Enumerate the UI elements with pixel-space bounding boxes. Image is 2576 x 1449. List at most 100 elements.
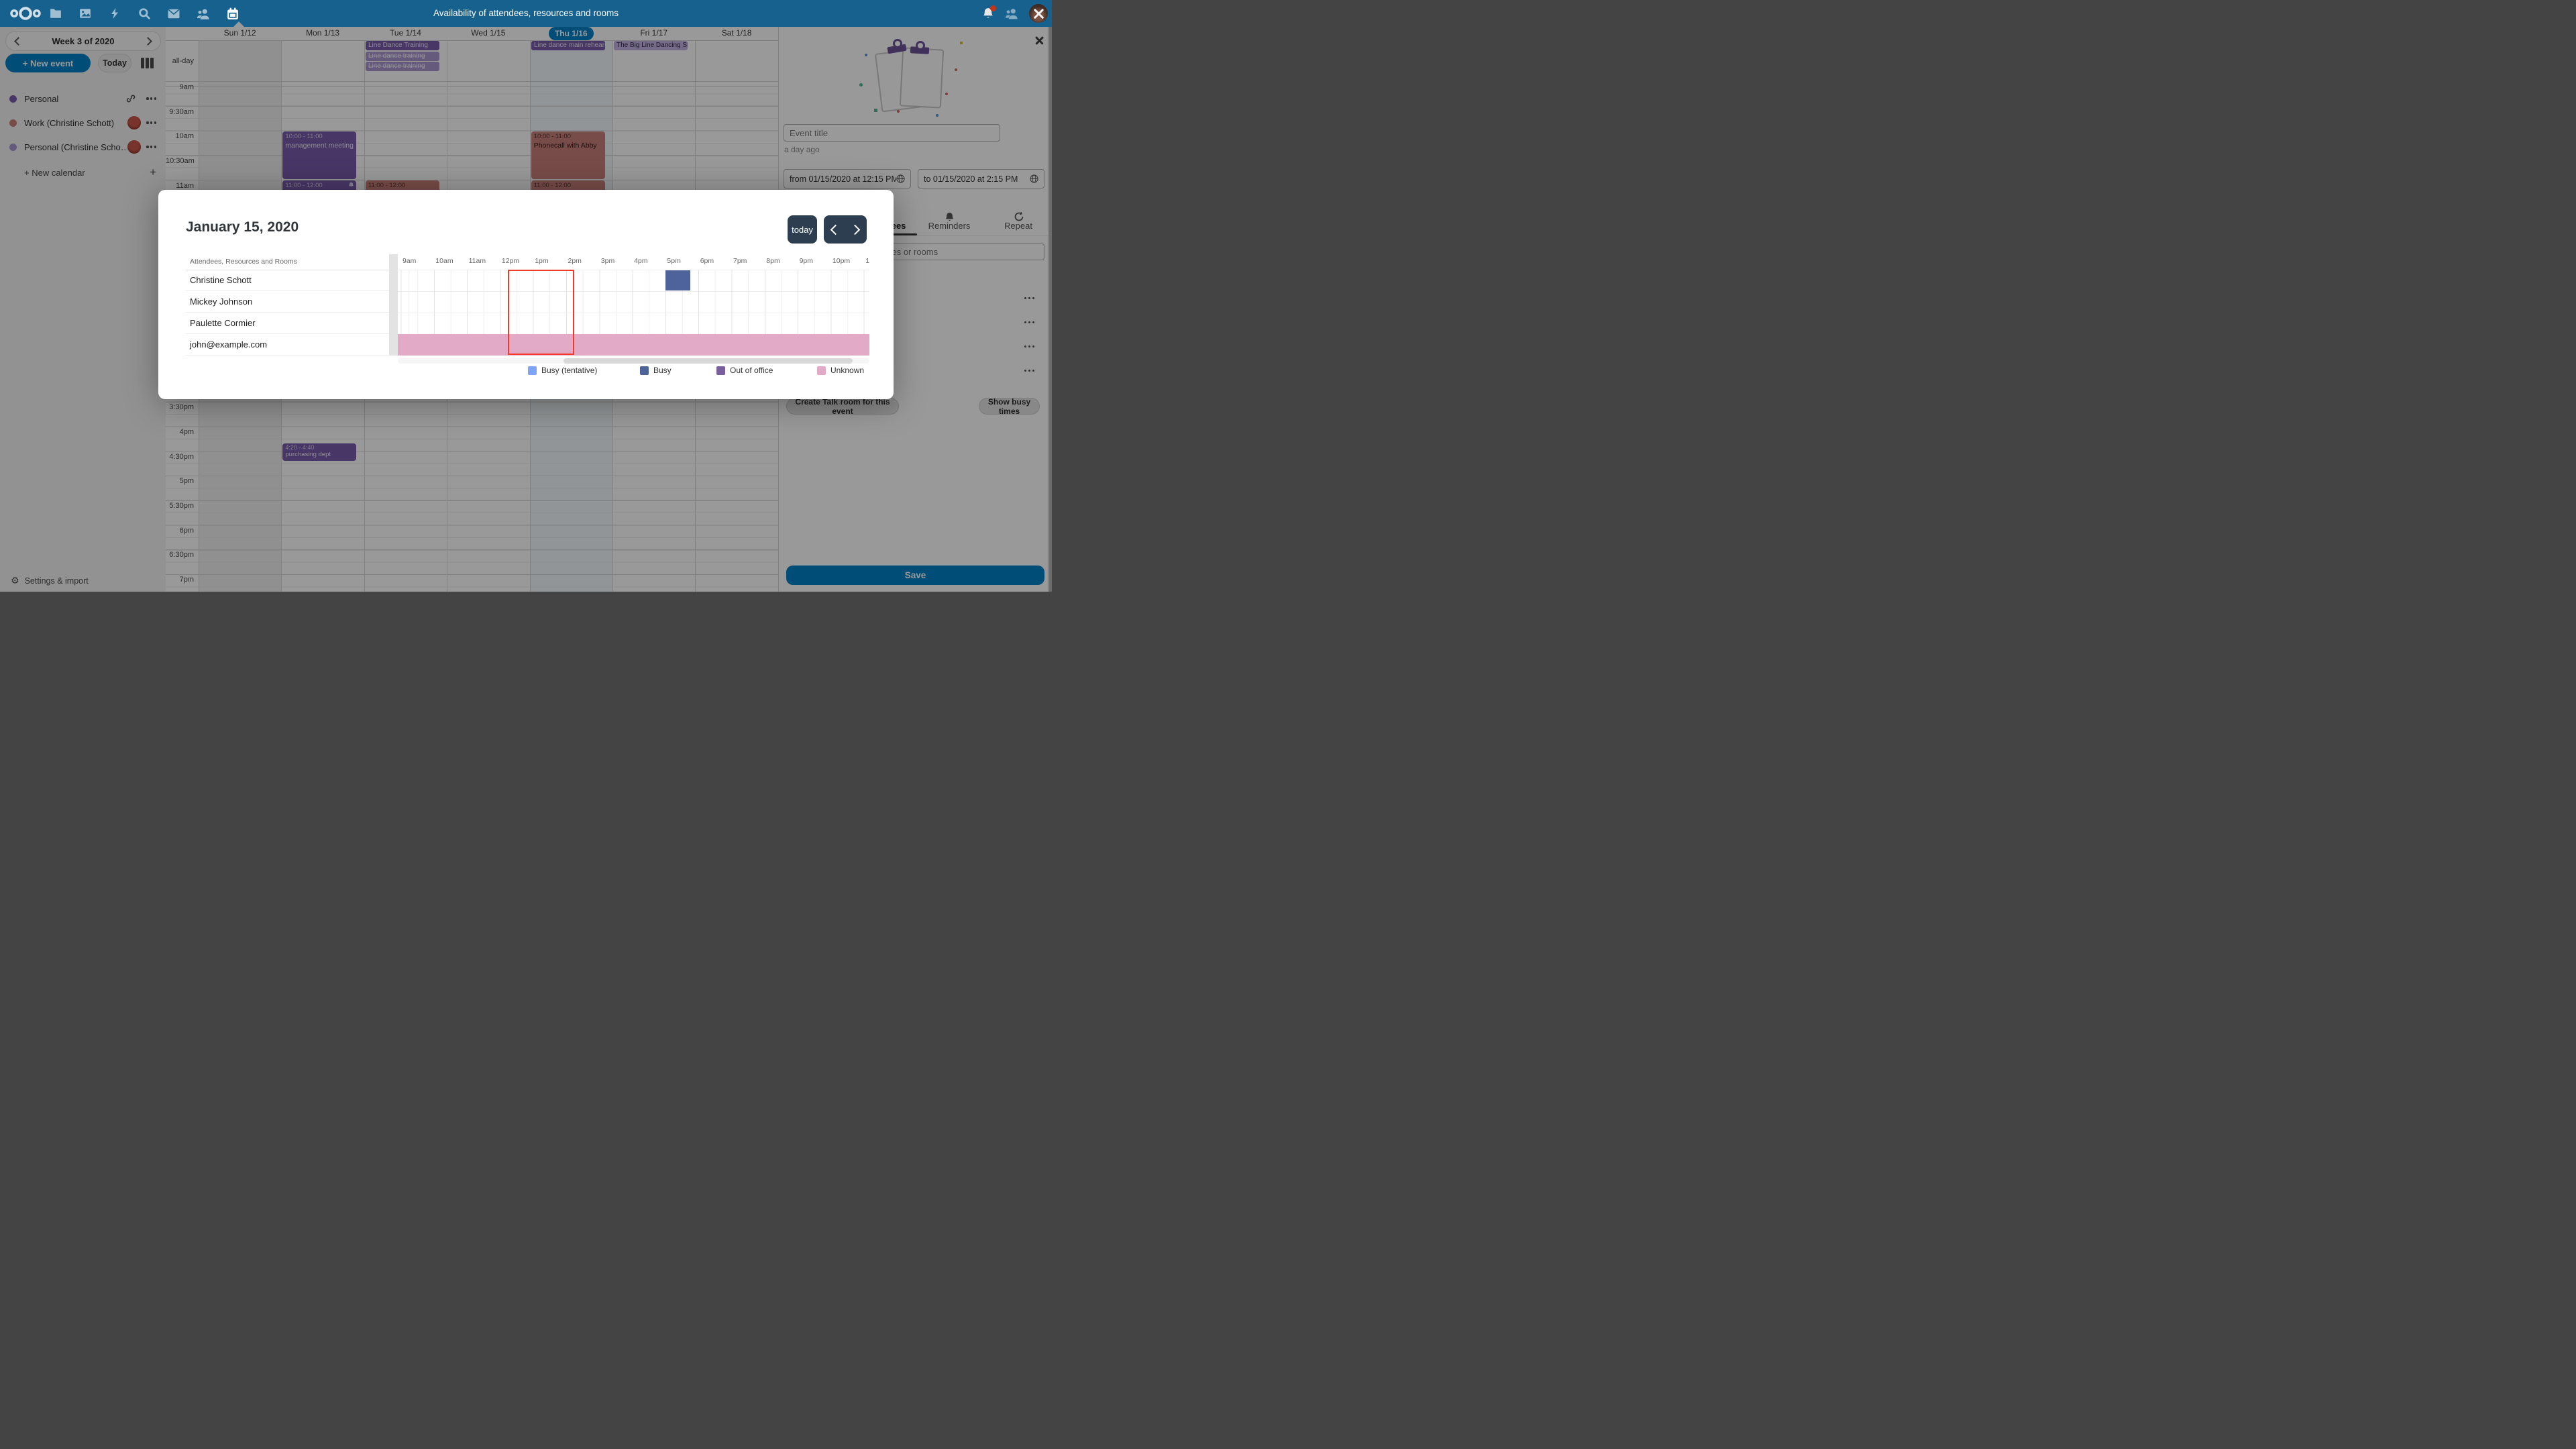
attendee-row-name: Paulette Cormier xyxy=(186,313,389,334)
settings-import-button[interactable]: ⚙ Settings & import xyxy=(11,575,89,586)
start-datetime-field[interactable]: from 01/15/2020 at 12:15 PM xyxy=(784,169,911,189)
share-link-icon[interactable] xyxy=(126,94,136,103)
new-calendar-label: + New calendar xyxy=(24,167,85,178)
reminders-bell-icon xyxy=(945,212,955,223)
legend-busy: Busy xyxy=(640,366,672,375)
legend-swatch xyxy=(817,366,826,375)
time-label: 11am xyxy=(176,181,194,190)
divider xyxy=(166,86,778,87)
attendee-actions-icon[interactable] xyxy=(1024,297,1035,300)
event-illustration xyxy=(859,39,967,117)
time-label: 5pm xyxy=(179,477,194,486)
event-management-meeting[interactable]: 10:00 - 11:00 management meeting xyxy=(282,131,357,179)
search-icon[interactable] xyxy=(137,6,152,21)
attendee-actions-icon[interactable] xyxy=(1024,321,1035,324)
availability-grid[interactable] xyxy=(398,270,869,356)
week-switcher[interactable]: Week 3 of 2020 xyxy=(5,31,161,51)
contacts-icon[interactable] xyxy=(196,6,211,21)
tab-repeat[interactable]: Repeat xyxy=(1004,221,1032,231)
time-tick: 11pm xyxy=(865,257,869,265)
time-tick: 2pm xyxy=(568,257,582,265)
time-tick: 7pm xyxy=(733,257,747,265)
clipboard-ring xyxy=(893,39,902,48)
divider xyxy=(166,40,778,41)
timeline-header: 9am 10am 11am 12pm 1pm 2pm 3pm 4pm 5pm 6… xyxy=(398,254,869,269)
calendar-item-personal[interactable]: Personal xyxy=(0,91,166,107)
time-label: 6pm xyxy=(179,526,194,535)
today-button[interactable]: Today xyxy=(98,54,131,72)
calendar-actions-icon[interactable] xyxy=(146,97,156,100)
legend-swatch xyxy=(640,366,649,375)
time-label: 9am xyxy=(179,83,194,91)
save-button[interactable]: Save xyxy=(786,566,1044,585)
prev-day-icon[interactable] xyxy=(830,224,841,235)
time-tick: 10am xyxy=(435,257,453,265)
calendar-color-dot xyxy=(9,119,17,127)
end-datetime-field[interactable]: to 01/15/2020 at 2:15 PM xyxy=(918,169,1044,189)
show-busy-times-button[interactable]: Show busy times xyxy=(979,397,1040,416)
time-tick: 3pm xyxy=(600,257,615,265)
time-label: 4:30pm xyxy=(169,452,194,461)
notifications-bell-icon[interactable] xyxy=(982,5,996,20)
modal-date-title: January 15, 2020 xyxy=(186,219,299,235)
alarm-bell-icon xyxy=(348,182,354,189)
event-purchasing-dept[interactable]: 4:20 - 4:40 purchasing dept xyxy=(282,443,357,461)
calendar-actions-icon[interactable] xyxy=(146,121,156,124)
selected-timerange-box[interactable] xyxy=(508,270,574,355)
allday-event[interactable]: Line dance main rehearsal xyxy=(531,41,605,50)
create-talk-room-button[interactable]: Create Talk room for this event xyxy=(786,397,899,416)
plus-icon: + xyxy=(150,166,156,178)
time-label: 10:30am xyxy=(166,157,195,166)
attendees-column-header: Attendees, Resources and Rooms xyxy=(190,258,297,266)
day-header[interactable]: Fri 1/17 xyxy=(640,28,668,38)
attendee-row-name: Christine Schott xyxy=(186,270,389,291)
repeat-icon xyxy=(1014,211,1024,222)
next-day-icon[interactable] xyxy=(849,224,861,235)
grid-scrollbar-thumb[interactable] xyxy=(564,358,853,364)
user-avatar[interactable] xyxy=(1029,4,1048,23)
calendar-item-work[interactable]: Work (Christine Schott) xyxy=(0,115,166,131)
allday-event-declined[interactable]: Line dance training xyxy=(366,62,439,71)
tab-reminders[interactable]: Reminders xyxy=(928,221,971,231)
attendee-actions-icon[interactable] xyxy=(1024,345,1035,348)
gear-icon: ⚙ xyxy=(11,575,19,586)
timezone-globe-icon[interactable] xyxy=(1030,174,1038,183)
modal-day-nav[interactable] xyxy=(824,215,867,244)
calendar-actions-icon[interactable] xyxy=(146,146,156,148)
time-label: 4pm xyxy=(179,427,194,436)
day-header[interactable]: Sat 1/18 xyxy=(721,28,752,38)
mail-icon[interactable] xyxy=(166,6,181,21)
nextcloud-logo-icon[interactable] xyxy=(8,4,43,23)
notification-dot xyxy=(990,5,996,11)
allday-event[interactable]: Line Dance Training xyxy=(366,41,439,50)
files-icon[interactable] xyxy=(48,6,63,21)
event-phonecall-with-abby[interactable]: 10:00 - 11:00 Phonecall with Abby xyxy=(531,131,605,179)
day-header[interactable]: Tue 1/14 xyxy=(390,28,421,38)
day-header-today[interactable]: Thu 1/16 xyxy=(530,27,612,40)
new-calendar-button[interactable]: + New calendar + xyxy=(0,164,166,180)
calendar-item-personal-shared[interactable]: Personal (Christine Scho… xyxy=(0,139,166,155)
day-header[interactable]: Wed 1/15 xyxy=(471,28,506,38)
legend-swatch xyxy=(716,366,725,375)
time-tick: 1pm xyxy=(535,257,549,265)
modal-today-button[interactable]: today xyxy=(788,215,817,244)
last-modified-label: a day ago xyxy=(784,145,820,154)
allday-event-declined[interactable]: Line dance training xyxy=(366,52,439,61)
column-separator xyxy=(389,254,398,356)
view-columns-icon[interactable] xyxy=(141,58,154,68)
activity-icon[interactable] xyxy=(107,6,122,21)
calendar-color-dot xyxy=(9,95,17,103)
calendar-icon[interactable] xyxy=(225,6,240,21)
shared-by-avatar xyxy=(127,116,142,129)
page-scrollbar[interactable] xyxy=(1049,27,1052,592)
day-header[interactable]: Mon 1/13 xyxy=(306,28,340,38)
attendee-actions-icon[interactable] xyxy=(1024,370,1035,372)
event-title-input[interactable] xyxy=(784,124,1000,142)
photos-icon[interactable] xyxy=(78,6,93,21)
contacts-menu-icon[interactable] xyxy=(1005,7,1018,19)
day-header[interactable]: Sun 1/12 xyxy=(223,28,256,38)
timezone-globe-icon[interactable] xyxy=(896,174,905,183)
allday-event[interactable]: The Big Line Dancing Show xyxy=(614,41,688,50)
new-event-button[interactable]: + New event xyxy=(5,54,91,72)
calendar-name: Personal (Christine Scho… xyxy=(24,142,128,152)
